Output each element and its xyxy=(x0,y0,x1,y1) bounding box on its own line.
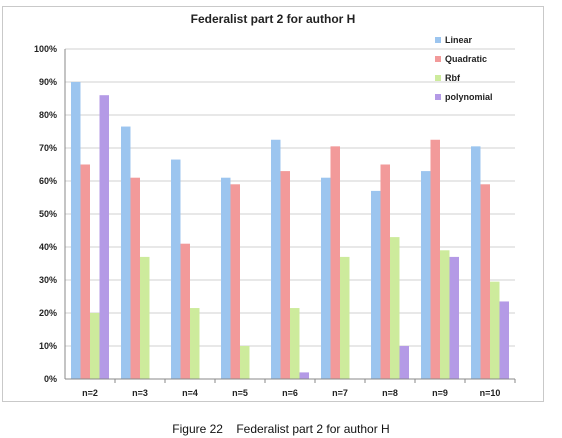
bar-polynomial-n10 xyxy=(499,301,509,379)
y-tick-label: 40% xyxy=(39,242,57,252)
legend-swatch xyxy=(435,75,441,81)
bar-rbf-n5 xyxy=(240,346,250,379)
x-tick-label: n=6 xyxy=(282,388,298,398)
bar-linear-n3 xyxy=(121,126,131,379)
bar-polynomial-n2 xyxy=(99,95,109,379)
legend-label: Rbf xyxy=(445,73,461,83)
bar-linear-n2 xyxy=(71,82,81,379)
x-tick-label: n=9 xyxy=(432,388,448,398)
y-tick-label: 0% xyxy=(44,374,57,384)
bar-linear-n9 xyxy=(421,171,431,379)
x-tick-label: n=8 xyxy=(382,388,398,398)
y-tick-label: 10% xyxy=(39,341,57,351)
bar-polynomial-n6 xyxy=(299,372,309,379)
bar-polynomial-n9 xyxy=(449,256,459,379)
bar-rbf-n8 xyxy=(390,237,400,379)
bar-quadratic-n2 xyxy=(80,164,90,379)
bar-quadratic-n6 xyxy=(280,171,290,379)
chart-title: Federalist part 2 for author H xyxy=(191,12,356,26)
bar-linear-n6 xyxy=(271,139,281,379)
bar-rbf-n9 xyxy=(440,250,450,379)
bar-quadratic-n9 xyxy=(430,139,440,379)
bar-linear-n7 xyxy=(321,177,331,379)
y-tick-label: 80% xyxy=(39,110,57,120)
legend-swatch xyxy=(435,94,441,100)
bar-rbf-n4 xyxy=(190,308,200,379)
x-tick-label: n=3 xyxy=(132,388,148,398)
y-tick-label: 100% xyxy=(34,44,57,54)
x-tick-label: n=10 xyxy=(480,388,501,398)
legend: Linear Quadratic Rbf polynomial xyxy=(435,35,493,102)
legend-label: Quadratic xyxy=(445,54,487,64)
x-tick-label: n=4 xyxy=(182,388,198,398)
x-tick-label: n=2 xyxy=(82,388,98,398)
bars xyxy=(71,82,509,379)
bar-rbf-n3 xyxy=(140,256,150,379)
y-tick-label: 60% xyxy=(39,176,57,186)
bar-quadratic-n10 xyxy=(480,184,490,379)
legend-swatch xyxy=(435,37,441,43)
y-tick-label: 70% xyxy=(39,143,57,153)
bar-rbf-n6 xyxy=(290,308,300,379)
bar-linear-n4 xyxy=(171,159,181,379)
x-tick-label: n=7 xyxy=(332,388,348,398)
y-tick-label: 50% xyxy=(39,209,57,219)
y-tick-label: 20% xyxy=(39,308,57,318)
bar-rbf-n7 xyxy=(340,256,350,379)
legend-label: polynomial xyxy=(445,92,493,102)
bar-quadratic-n8 xyxy=(380,164,390,379)
bar-linear-n10 xyxy=(471,146,481,379)
bar-chart: Federalist part 2 for author H 0% 10% 20% 3… xyxy=(34,12,516,398)
y-tick-label: 30% xyxy=(39,275,57,285)
x-tick-label: n=5 xyxy=(232,388,248,398)
bar-linear-n8 xyxy=(371,190,381,379)
bar-rbf-n10 xyxy=(490,281,500,379)
bar-quadratic-n3 xyxy=(130,177,140,379)
bar-polynomial-n8 xyxy=(399,346,409,379)
chart-frame: Federalist part 2 for author H 0% 10% 20% 3… xyxy=(2,6,544,402)
bar-quadratic-n5 xyxy=(230,184,240,379)
bar-rbf-n2 xyxy=(90,313,100,379)
axes: 0% 10% 20% 30% 40% 50% 60% 70% 80% 90% 100% n=2 n=3 n… xyxy=(34,44,516,398)
bar-quadratic-n4 xyxy=(180,243,190,379)
y-tick-label: 90% xyxy=(39,77,57,87)
bar-linear-n5 xyxy=(221,177,231,379)
figure-caption: Figure 22 Federalist part 2 for author H xyxy=(172,422,390,436)
bar-quadratic-n7 xyxy=(330,146,340,379)
legend-label: Linear xyxy=(445,35,473,45)
legend-swatch xyxy=(435,56,441,62)
